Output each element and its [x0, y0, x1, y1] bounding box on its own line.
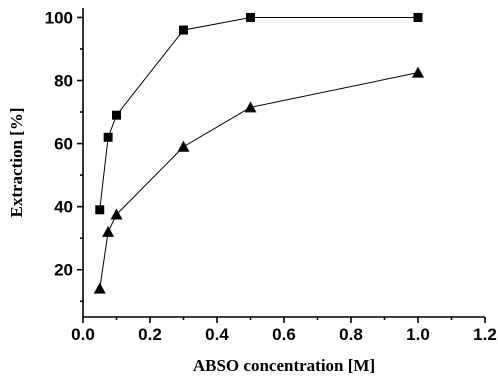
series-2-line	[99, 72, 419, 289]
series-2-triangle-marker	[93, 282, 106, 294]
series-1-line	[99, 16, 418, 210]
x-tick-label: 0.8	[339, 325, 363, 344]
series-1-square-marker	[103, 132, 113, 142]
series-2-triangle-marker	[110, 208, 123, 220]
x-tick-label: 0.6	[272, 325, 296, 344]
series-group	[93, 12, 424, 294]
x-tick-label: 1.0	[406, 325, 430, 344]
y-tick-label: 40	[54, 198, 73, 217]
axes: 0.0 0.2 0.4 0.6 0.8 1.0 1.2 20 40 60 80 100	[45, 8, 497, 344]
x-axis-title: ABSO concentration [M]	[193, 356, 375, 375]
series-1-square-marker	[112, 110, 121, 120]
y-tick-label: 20	[54, 261, 73, 280]
x-tick-label: 1.2	[473, 325, 497, 344]
series-2-triangle-marker	[412, 66, 424, 78]
y-tick-label: 100	[45, 8, 73, 27]
x-tick-label: 0.2	[138, 325, 162, 344]
series-1-square-marker	[179, 25, 188, 35]
series-2-triangle-marker	[102, 225, 115, 237]
y-axis-title: Extraction [%]	[7, 107, 26, 217]
y-tick-label: 80	[54, 72, 73, 91]
series-2-triangle-marker	[177, 140, 190, 152]
series-1-square-marker	[95, 205, 105, 215]
series-2-triangle-marker	[244, 101, 257, 113]
x-tick-label: 0.0	[71, 325, 95, 344]
y-tick-label: 60	[54, 135, 73, 154]
x-tick-label: 0.4	[205, 325, 229, 344]
series-1-square-marker	[246, 12, 255, 22]
series-1-square-marker	[413, 12, 423, 22]
